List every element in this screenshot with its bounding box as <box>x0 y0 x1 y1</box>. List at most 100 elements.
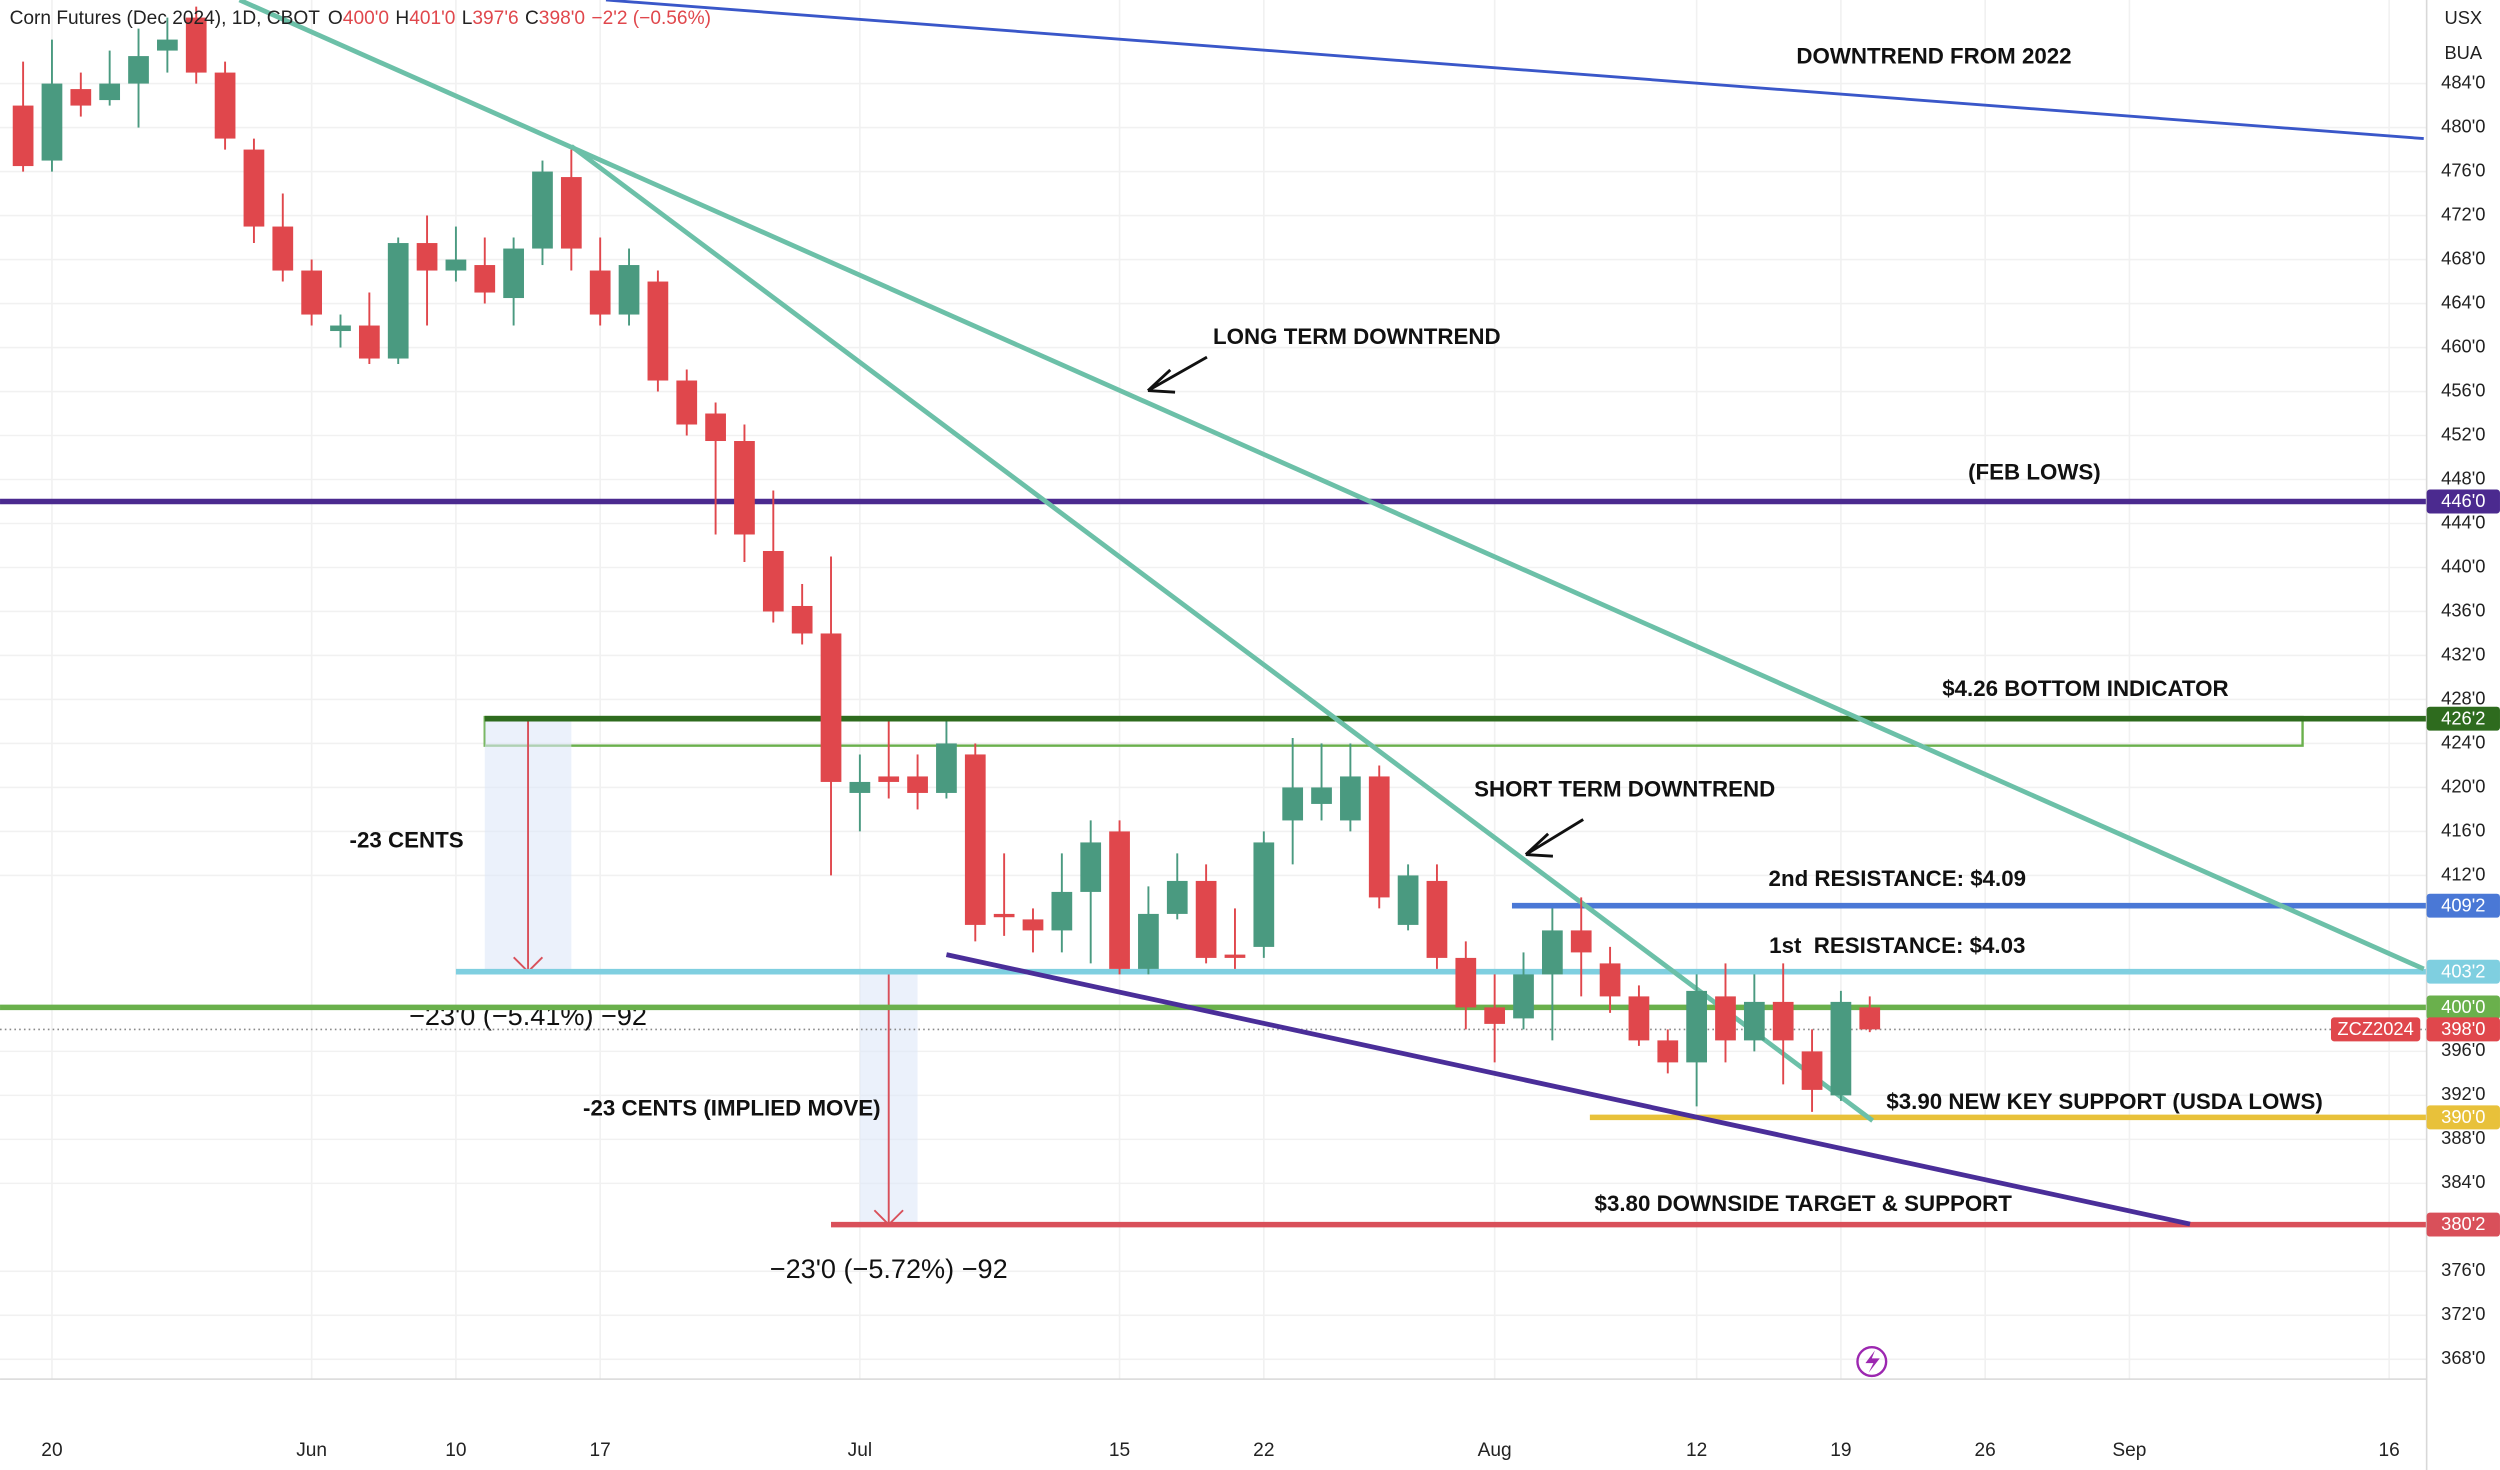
candle-body <box>618 265 640 315</box>
price-badge <box>2426 706 2500 731</box>
y-tick-label: 476'0 <box>2441 159 2485 180</box>
candle-body <box>1657 1040 1679 1063</box>
candle-body <box>358 325 380 359</box>
candle-body <box>70 89 92 106</box>
candle-body <box>330 325 351 332</box>
candle-body <box>1772 1001 1794 1041</box>
x-tick-label: 26 <box>1975 1440 1996 1461</box>
grid <box>0 0 2427 1380</box>
y-tick-label: 448'0 <box>2441 467 2485 488</box>
x-tick-label: Aug <box>1478 1440 1512 1461</box>
candle-body <box>1109 831 1130 969</box>
candle-body <box>1138 913 1159 969</box>
candle-body <box>936 743 957 793</box>
annotation: -23 CENTS (IMPLIED MOVE) <box>583 1096 881 1121</box>
x-tick-label: 20 <box>41 1440 62 1461</box>
candle-body <box>1570 930 1592 953</box>
annotation: (FEB LOWS) <box>1968 459 2101 484</box>
price-badge <box>2426 893 2500 918</box>
candle-body <box>99 83 121 101</box>
candle-body <box>1195 880 1217 958</box>
legend-key: C <box>525 8 539 29</box>
currency: USX <box>2444 7 2482 28</box>
candle-body <box>1715 996 1736 1041</box>
y-tick-label: 368'0 <box>2441 1347 2485 1368</box>
candle-body <box>734 441 755 535</box>
candle-body <box>1801 1051 1823 1090</box>
candle-body <box>560 177 582 249</box>
y-tick-label: 388'0 <box>2441 1127 2485 1148</box>
legend-key: O <box>328 8 343 29</box>
x-tick-label: 19 <box>1830 1440 1851 1461</box>
annotation-arrow <box>1146 355 1208 394</box>
candle-body <box>791 605 813 634</box>
y-tick-label: 432'0 <box>2441 643 2485 664</box>
candle-body <box>503 248 524 299</box>
legend-value: 400'0 <box>343 8 389 29</box>
legend-value: 398'0 <box>539 8 585 29</box>
candle-body <box>1830 1001 1852 1096</box>
price-badge <box>2426 959 2500 984</box>
annotation: LONG TERM DOWNTREND <box>1213 324 1501 349</box>
candle-body <box>1542 930 1563 975</box>
y-tick-label: 444'0 <box>2441 511 2485 532</box>
y-tick-label: 456'0 <box>2441 379 2485 400</box>
x-tick-label: 17 <box>590 1440 611 1461</box>
y-tick-label: 428'0 <box>2441 687 2485 708</box>
candle-body <box>964 754 986 925</box>
annotation: -23 CENTS <box>350 828 464 853</box>
legend-value: 397'6 <box>472 8 518 29</box>
annotation: $3.90 NEW KEY SUPPORT (USDA LOWS) <box>1886 1089 2322 1114</box>
candle-body <box>41 83 63 161</box>
price-badge <box>2426 1105 2500 1130</box>
price-badge <box>2426 995 2500 1020</box>
price-badge-label: 398'0 <box>2441 1018 2485 1039</box>
candle-body <box>185 17 207 73</box>
annotation: 2nd RESISTANCE: $4.09 <box>1769 866 2027 891</box>
icon-bolt[interactable] <box>1865 1350 1880 1373</box>
candle-body <box>1859 1007 1881 1030</box>
candle-body <box>1397 875 1419 925</box>
legend-key: L <box>462 8 473 29</box>
candle-body <box>1599 963 1621 997</box>
candle-body <box>532 171 553 249</box>
y-tick-label: 384'0 <box>2441 1171 2485 1192</box>
annotation: $3.80 DOWNSIDE TARGET & SUPPORT <box>1595 1191 2013 1216</box>
candle-body <box>1484 1007 1506 1024</box>
annotation: 1st RESISTANCE: $4.03 <box>1769 933 2025 958</box>
price-badge-label: 409'2 <box>2441 894 2485 915</box>
candle-body <box>1080 842 1102 892</box>
y-tick-label: 472'0 <box>2441 203 2485 224</box>
candle-body <box>474 265 496 293</box>
candle-body <box>1628 996 1650 1041</box>
icon-circle[interactable] <box>1856 1346 1888 1378</box>
y-tick-label: 420'0 <box>2441 775 2485 796</box>
candle-body <box>1513 974 1534 1019</box>
candle-body <box>12 105 34 167</box>
y-tick-label: 484'0 <box>2441 71 2485 92</box>
trend-line <box>238 0 2425 972</box>
candle-body <box>272 226 294 271</box>
y-tick-label: 440'0 <box>2441 555 2485 576</box>
replay-icon[interactable] <box>1856 1346 1888 1378</box>
trend-line <box>945 952 2191 1227</box>
candle-body <box>1224 954 1246 958</box>
candle-body <box>1282 787 1304 821</box>
symbol-title: Corn Futures (Dec 2024), 1D, CBOT <box>10 8 321 29</box>
price-badge <box>2426 1017 2500 1042</box>
x-tick-label: 22 <box>1253 1440 1274 1461</box>
candle-body <box>1311 787 1332 804</box>
y-tick-label: 376'0 <box>2441 1259 2485 1280</box>
annotation: DOWNTREND FROM 2022 <box>1796 43 2071 68</box>
y-tick-label: 460'0 <box>2441 335 2485 356</box>
candle-body <box>1340 776 1361 821</box>
plot-area: −23'0 (−5.41%) −92−23'0 (−5.72%) −92 <box>0 0 2427 1284</box>
y-tick-label: 424'0 <box>2441 731 2485 752</box>
candle-body <box>1022 919 1044 931</box>
candle-body <box>214 72 236 139</box>
axes: 368'0 372'0 376'0 384'0 388'0 392'0 396'0 412'0… <box>41 43 2500 1461</box>
candle-body <box>1051 891 1073 931</box>
candle-body <box>128 56 149 84</box>
